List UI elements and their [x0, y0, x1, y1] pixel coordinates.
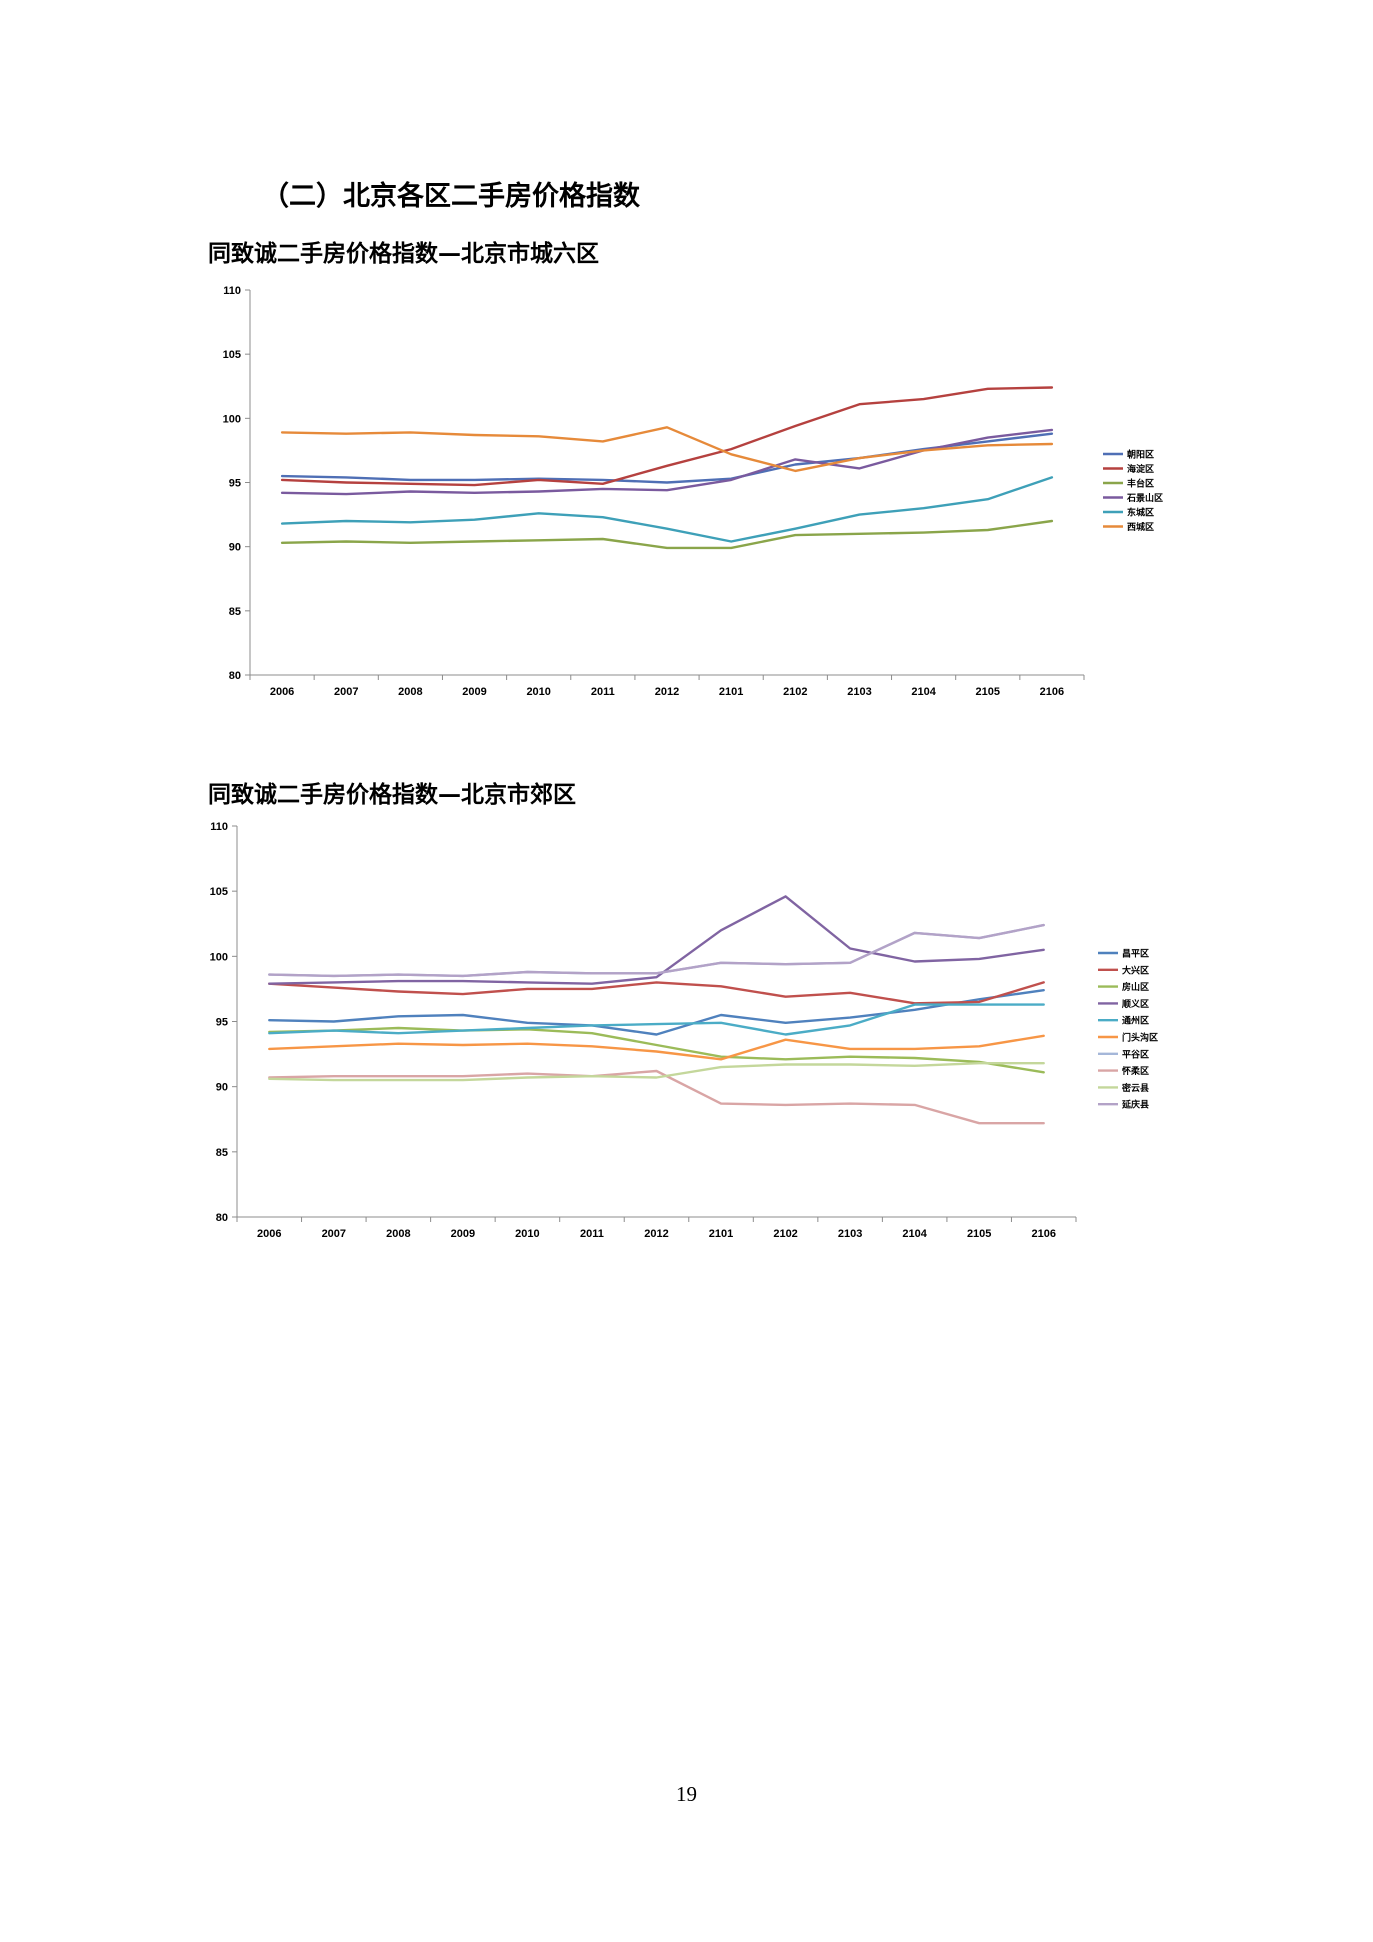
y-tick-label: 85 [216, 1147, 228, 1159]
series-line-5 [268, 1003, 1045, 1036]
x-tick-label: 2104 [911, 686, 936, 698]
x-tick-label: 2102 [773, 1228, 797, 1240]
x-tick-label: 2010 [526, 686, 550, 698]
series-line-4 [268, 895, 1045, 985]
page-number: 19 [676, 1782, 697, 1806]
y-tick-label: 95 [229, 478, 241, 490]
legend-label: 朝阳区 [1127, 449, 1154, 461]
x-tick-label: 2007 [334, 686, 358, 698]
legend-label: 西城区 [1127, 521, 1154, 533]
x-tick-label: 2008 [398, 686, 422, 698]
chart-suburban-districts: 80 85 90 95 100 105 110 2006 2007 2008 2009 2010 201… [210, 821, 1158, 1240]
legend-label: 石景山区 [1126, 492, 1163, 504]
legend-label: 东城区 [1127, 507, 1154, 519]
x-tick-label: 2104 [902, 1228, 927, 1240]
x-tick-label: 2009 [451, 1228, 475, 1240]
series-line-1 [268, 988, 1045, 1036]
legend-label: 海淀区 [1127, 463, 1154, 475]
x-tick-label: 2101 [719, 686, 743, 698]
x-tick-label: 2106 [1031, 1228, 1055, 1240]
y-tick-label: 110 [223, 285, 241, 297]
x-tick-label: 2009 [462, 686, 486, 698]
legend-label: 怀柔区 [1122, 1065, 1149, 1077]
x-tick-label: 2010 [515, 1228, 539, 1240]
series-line-7 [268, 923, 1045, 978]
series-line-2 [280, 386, 1054, 487]
legend-label: 平谷区 [1122, 1048, 1149, 1060]
series-line-3 [280, 519, 1054, 550]
y-tick-label: 95 [216, 1017, 228, 1029]
series-line-9 [268, 1061, 1045, 1082]
x-tick-label: 2105 [967, 1228, 991, 1240]
y-tick-label: 100 [223, 413, 241, 425]
x-tick-label: 2006 [270, 686, 294, 698]
legend-label: 延庆县 [1121, 1099, 1149, 1111]
x-tick-label: 2102 [783, 686, 807, 698]
series-line-5 [280, 476, 1054, 543]
chart-urban-districts: 80 85 90 95 100 105 110 2006 2007 2008 2009 2010 201… [223, 285, 1163, 698]
x-tick-label: 2011 [591, 686, 615, 698]
x-tick-label: 2008 [386, 1228, 410, 1240]
x-tick-label: 2006 [257, 1228, 281, 1240]
x-tick-label: 2011 [580, 1228, 604, 1240]
section-heading: （二）北京各区二手房价格指数 [262, 181, 640, 212]
y-tick-label: 90 [229, 542, 241, 554]
x-tick-label: 2103 [847, 686, 871, 698]
chart-title-urban: 同致诚二手房价格指数—北京市城六区 [208, 241, 599, 267]
y-tick-label: 80 [216, 1212, 228, 1224]
y-tick-label: 80 [229, 670, 241, 682]
series-line-8 [268, 1069, 1045, 1125]
chart-title-suburban: 同致诚二手房价格指数—北京市郊区 [208, 782, 576, 808]
series-line-10 [268, 923, 1045, 978]
legend-label: 房山区 [1122, 981, 1149, 993]
x-tick-label: 2103 [838, 1228, 862, 1240]
x-tick-label: 2012 [644, 1228, 668, 1240]
x-tick-label: 2101 [709, 1228, 733, 1240]
y-tick-label: 90 [216, 1082, 228, 1094]
legend-label: 通州区 [1122, 1015, 1149, 1027]
series-line-2 [268, 981, 1045, 1005]
y-tick-label: 110 [210, 821, 228, 833]
y-tick-label: 105 [223, 349, 241, 361]
y-tick-label: 105 [210, 886, 228, 898]
x-tick-label: 2106 [1040, 686, 1064, 698]
legend-label: 丰台区 [1127, 478, 1154, 490]
x-tick-label: 2105 [976, 686, 1000, 698]
y-tick-label: 100 [210, 951, 228, 963]
x-tick-label: 2012 [655, 686, 679, 698]
legend-label: 顺义区 [1122, 998, 1149, 1010]
series-line-6 [280, 426, 1054, 473]
series-line-1 [280, 432, 1054, 484]
x-tick-label: 2007 [322, 1228, 346, 1240]
legend-label: 大兴区 [1122, 964, 1149, 976]
y-tick-label: 85 [229, 606, 241, 618]
series-line-3 [268, 1026, 1045, 1074]
legend-label: 门头沟区 [1122, 1032, 1158, 1044]
series-line-6 [268, 1034, 1045, 1061]
legend-label: 昌平区 [1122, 949, 1149, 960]
legend-label: 密云县 [1121, 1082, 1149, 1094]
